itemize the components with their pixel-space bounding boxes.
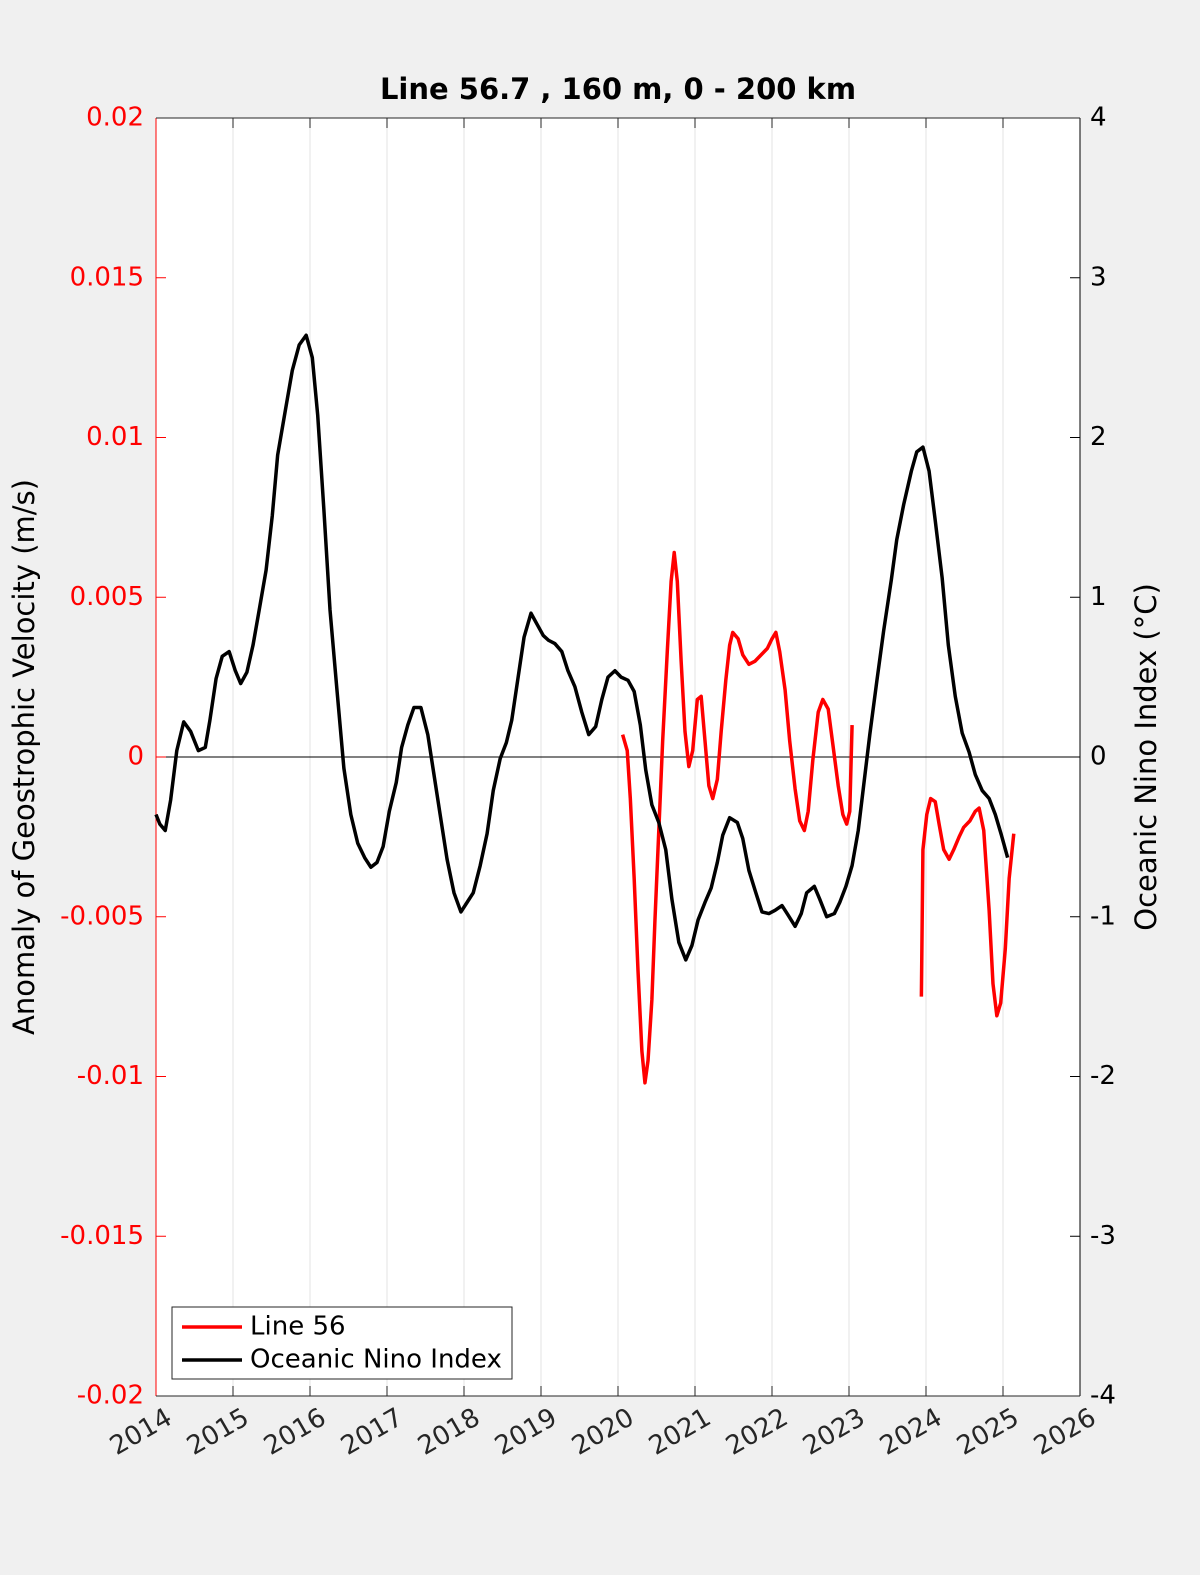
y-tick-label: 0.005 [70, 582, 144, 612]
legend-box [171, 1306, 513, 1380]
x-tick-label: 2015 [182, 1403, 254, 1462]
y-tick-label: -0.01 [77, 1061, 144, 1091]
x-tick-label: 2021 [644, 1403, 716, 1462]
x-tick-label: 2022 [721, 1403, 793, 1462]
x-tick-label: 2014 [105, 1403, 177, 1462]
y-tick-label: 0.015 [70, 262, 144, 292]
y-tick-label: 0.01 [86, 422, 144, 452]
x-tick-label: 2017 [336, 1403, 408, 1462]
data-line [620, 550, 1016, 1085]
x-tick-label: 2016 [259, 1403, 331, 1462]
y2-tick-label: -2 [1090, 1061, 1116, 1091]
x-tick-label: 2025 [952, 1403, 1024, 1462]
y2-axis-label: Oceanic Nino Index (°C) [1129, 583, 1163, 931]
y2-tick-label: 4 [1090, 103, 1107, 133]
y2-tick-label: 3 [1090, 262, 1107, 292]
y-tick-label: -0.005 [60, 901, 144, 931]
x-tick-label: 2020 [567, 1403, 639, 1462]
x-tick-label: 2024 [875, 1403, 947, 1462]
x-tick-label: 2019 [490, 1403, 562, 1462]
y-tick-label: 0 [127, 742, 144, 772]
data-line [154, 333, 1010, 962]
x-tick-label: 2018 [413, 1403, 485, 1462]
x-tick-label: 2023 [798, 1403, 870, 1462]
y2-tick-label: 2 [1090, 422, 1107, 452]
y2-tick-label: -1 [1090, 901, 1116, 931]
y2-tick-label: 1 [1090, 582, 1107, 612]
y-tick-label: -0.02 [77, 1381, 144, 1411]
chart-title: Line 56.7 , 160 m, 0 - 200 km [380, 72, 856, 106]
y-tick-label: -0.015 [60, 1221, 144, 1251]
y-axis-label: Anomaly of Geostrophic Velocity (m/s) [7, 479, 41, 1035]
y2-tick-label: -3 [1090, 1221, 1116, 1251]
x-tick-label: 2026 [1029, 1403, 1101, 1462]
y2-tick-label: -4 [1090, 1381, 1116, 1411]
legend-label: Oceanic Nino Index [250, 1345, 502, 1375]
y2-tick-label: 0 [1090, 742, 1107, 772]
legend-label: Line 56 [250, 1312, 346, 1342]
y-tick-label: 0.02 [86, 103, 144, 133]
